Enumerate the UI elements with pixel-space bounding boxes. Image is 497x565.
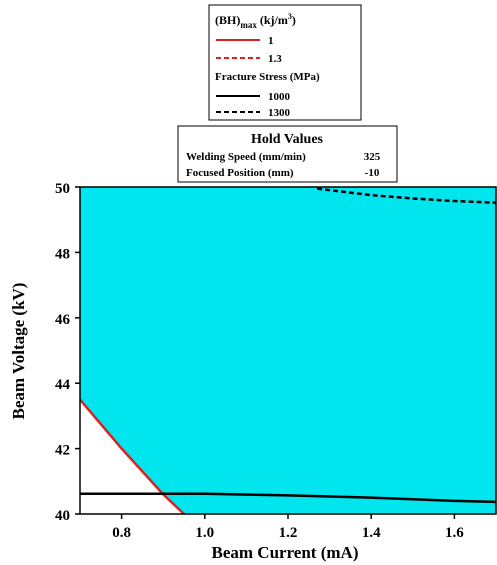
x-tick-label: 1.4 — [362, 525, 381, 541]
series-line-1 — [79, 398, 185, 515]
x-tick-label: 1.0 — [195, 525, 214, 541]
y-axis-label: Beam Voltage (kV) — [9, 283, 28, 420]
legend-label-bh-1-3: 1.3 — [268, 53, 282, 65]
y-tick-label: 50 — [55, 181, 70, 197]
bh-legend-title: (BH)max (kj/m3) — [215, 12, 296, 30]
hold-row-value-focused-position: -10 — [365, 167, 380, 179]
y-tick-label: 48 — [55, 246, 70, 262]
x-tick-label: 0.8 — [112, 525, 131, 541]
x-tick-label: 1.2 — [279, 525, 298, 541]
plot-area: 0.8 1.0 1.2 1.4 1.6 40 42 44 46 48 50 — [55, 181, 497, 541]
infeasible-region — [80, 399, 184, 514]
series-line-1300 — [316, 187, 497, 204]
x-axis-label: Beam Current (mA) — [212, 543, 359, 562]
hold-row-value-welding-speed: 325 — [364, 151, 381, 163]
x-tick-label: 1.6 — [445, 525, 464, 541]
feasible-region — [80, 187, 496, 514]
y-tick-label: 46 — [55, 312, 71, 328]
legend-label-fs-1300: 1300 — [268, 107, 291, 119]
hold-values-box — [177, 125, 398, 183]
y-tick-label: 40 — [55, 508, 70, 524]
hold-row-label-welding-speed: Welding Speed (mm/min) — [186, 151, 306, 163]
legend-label-bh-1: 1 — [268, 35, 274, 47]
hold-row-label-focused-position: Focused Position (mm) — [186, 167, 294, 179]
y-tick-label: 42 — [55, 443, 70, 459]
legend-box — [208, 4, 362, 121]
series-line-1000 — [80, 492, 497, 504]
legend-label-fs-1000: 1000 — [268, 91, 291, 103]
fs-legend-title: Fracture Stress (MPa) — [215, 71, 320, 83]
hold-values-title: Hold Values — [251, 132, 324, 147]
y-tick-label: 44 — [55, 377, 71, 393]
